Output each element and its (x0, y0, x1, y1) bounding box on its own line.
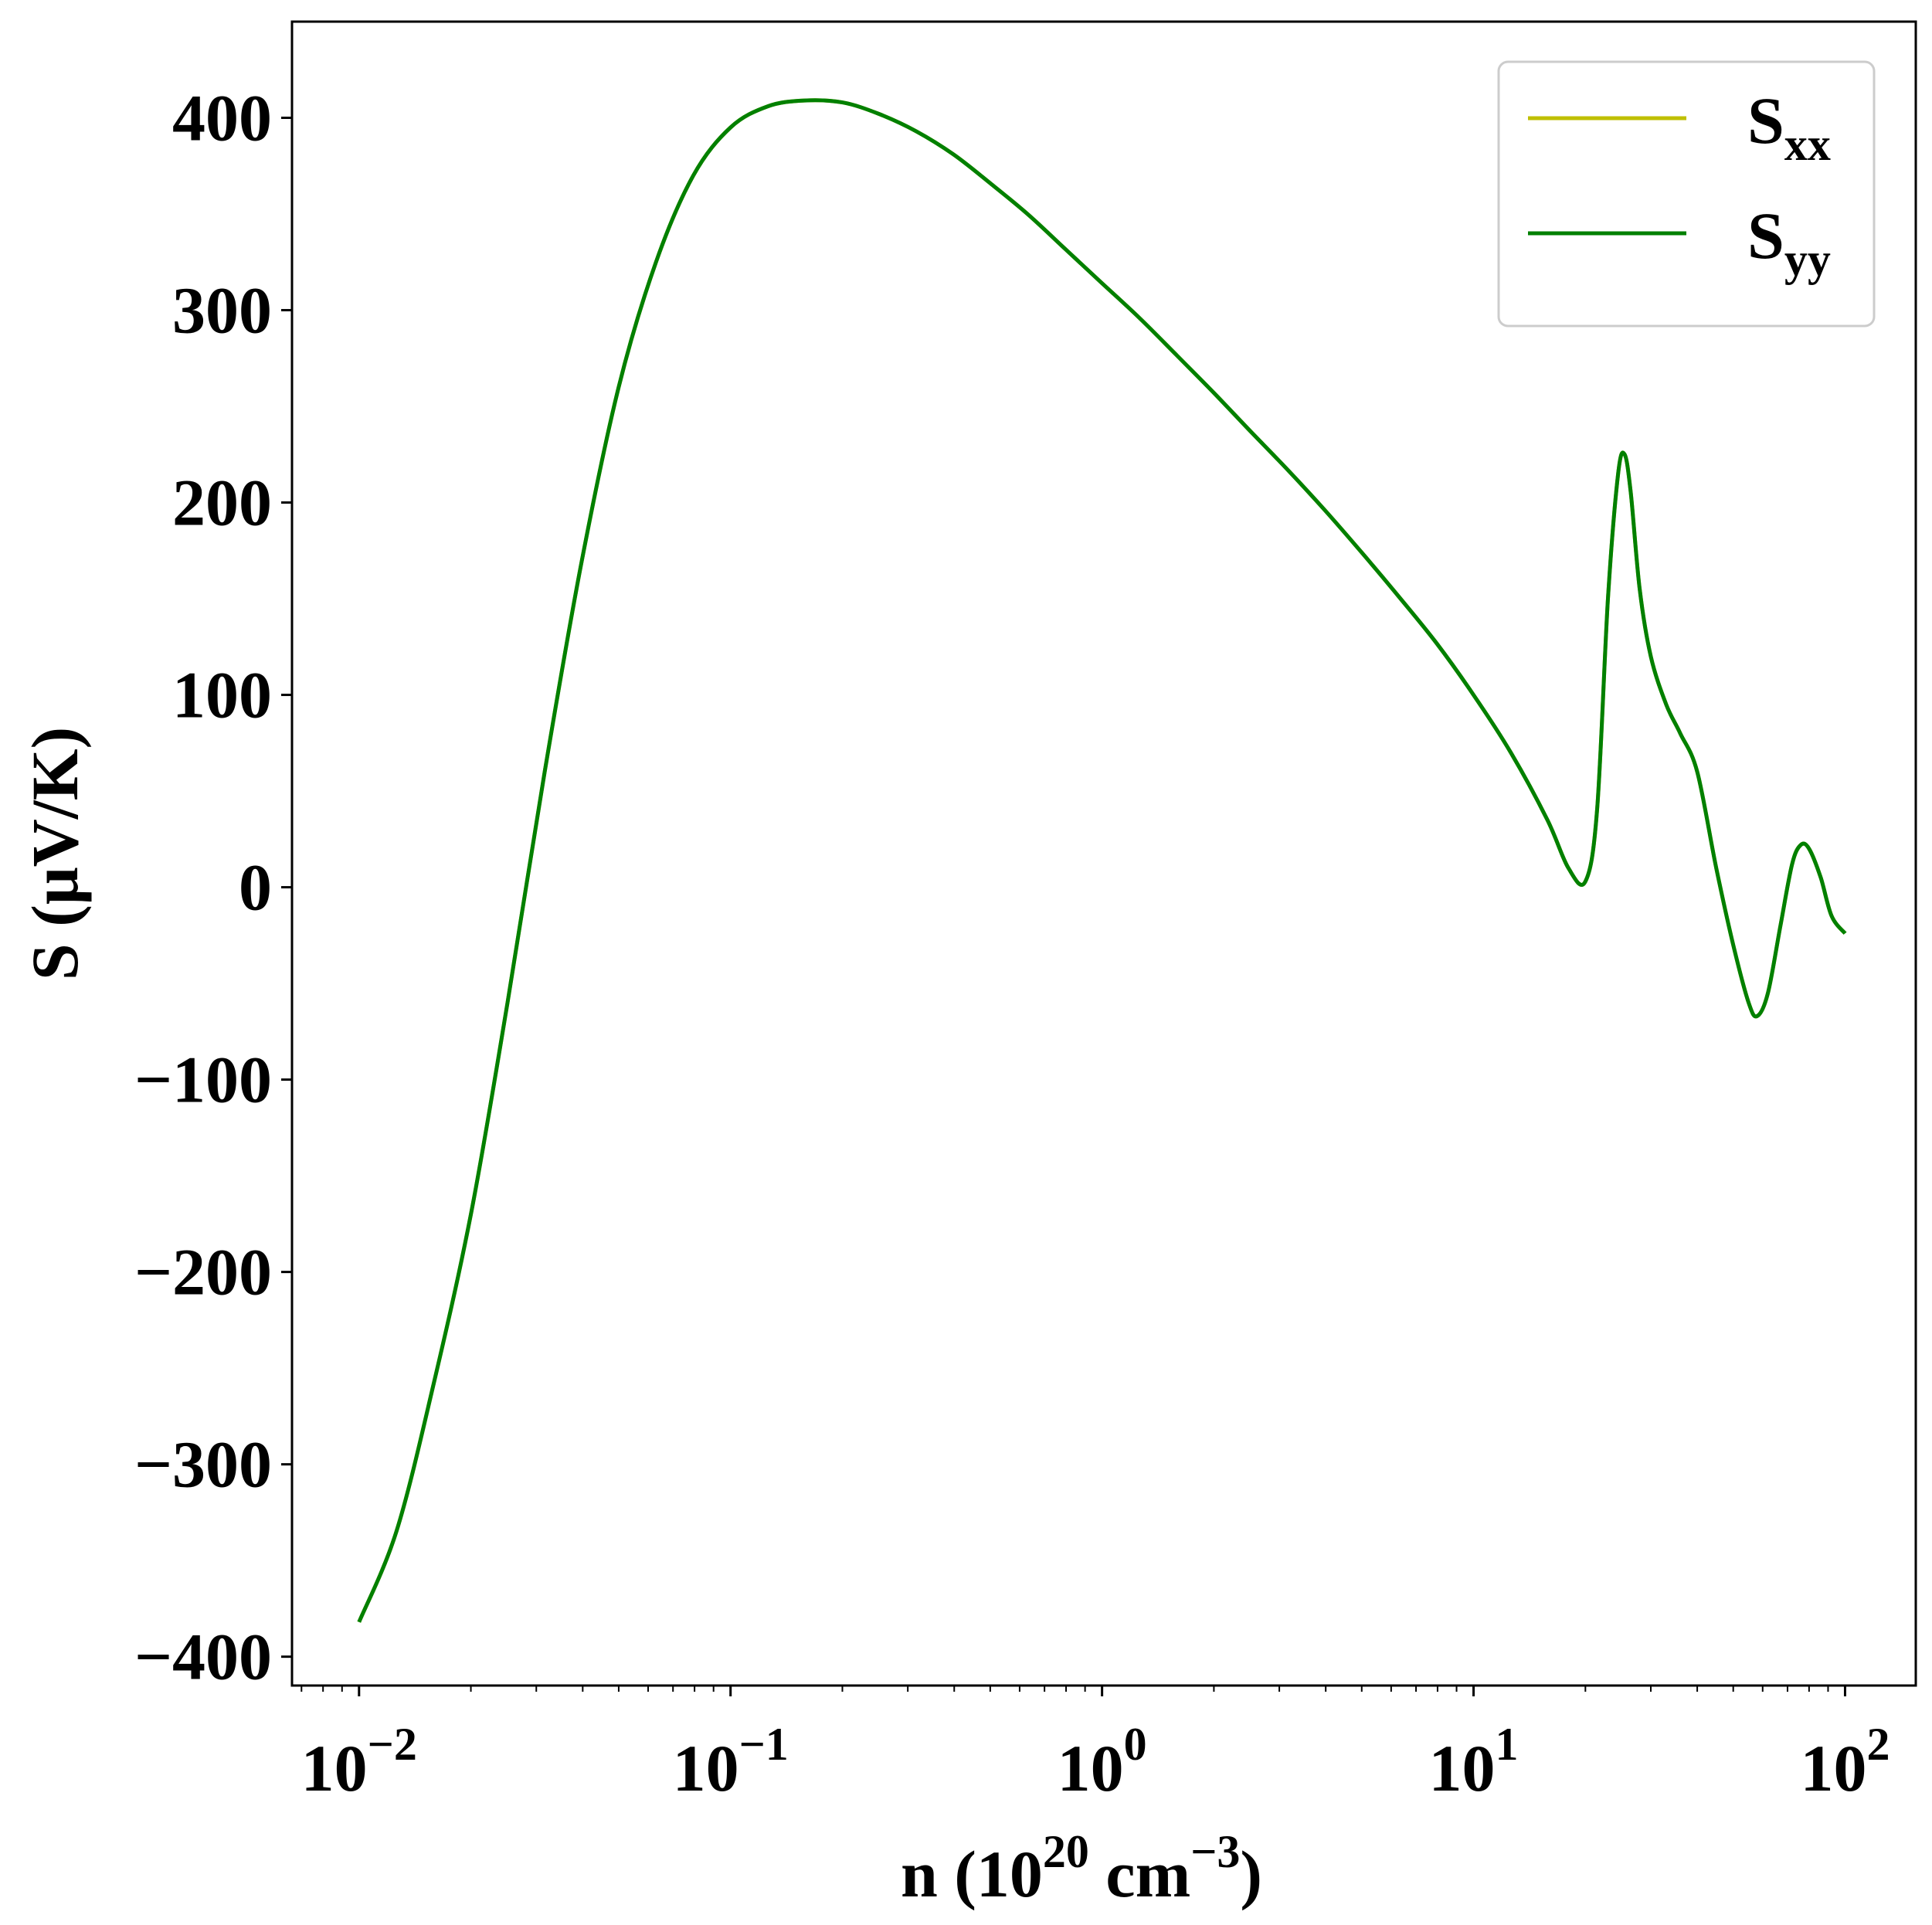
y-tick-label: −300 (134, 1428, 272, 1502)
x-tick-label-base: 10 (1058, 1731, 1124, 1805)
y-tick-label: 300 (172, 273, 272, 348)
legend-label-sxx: Sxx (1747, 83, 1831, 170)
x-tick-label-exponent: 0 (1124, 1719, 1147, 1770)
x-axis-label: n (1020 cm−3) (901, 1826, 1262, 1911)
x-tick-label-exponent: −1 (739, 1719, 789, 1770)
y-tick-label: −100 (134, 1043, 272, 1117)
legend: Sxx Syy (1497, 60, 1876, 328)
x-tick-label: 101 (1429, 1719, 1519, 1805)
y-tick-label: 200 (172, 466, 272, 540)
legend-label-syy-sub: yy (1784, 234, 1831, 285)
legend-label-syy-main: S (1747, 199, 1784, 273)
x-axis-label-sup-1: 20 (1043, 1826, 1089, 1877)
x-tick-label: 10−2 (301, 1719, 417, 1805)
x-axis-ticks: 10−2 10−1 100 101 102 (300, 1686, 1890, 1805)
y-tick-label: −200 (134, 1235, 272, 1309)
x-axis-label-mid: cm (1089, 1837, 1190, 1911)
x-tick-label-exponent: 2 (1866, 1719, 1890, 1770)
y-axis-label: S (μV/K) (18, 727, 92, 980)
y-tick-label: 400 (172, 81, 272, 155)
series-line-sxx (357, 98, 1847, 1623)
x-tick-label-base: 10 (301, 1731, 368, 1805)
y-tick-label: 0 (239, 850, 272, 925)
x-tick-label: 100 (1058, 1719, 1147, 1805)
y-tick-label: −400 (134, 1620, 272, 1694)
plot-frame (290, 20, 1917, 1687)
x-axis-label-sup-2: −3 (1190, 1826, 1240, 1877)
x-axis-label-suffix: ) (1240, 1837, 1262, 1911)
legend-box (1497, 60, 1876, 328)
x-tick-label: 10−1 (673, 1719, 789, 1805)
legend-label-sxx-sub: xx (1784, 119, 1831, 170)
legend-label-syy: Syy (1747, 199, 1831, 285)
x-tick-label-exponent: −2 (368, 1719, 417, 1770)
x-tick-label-exponent: 1 (1496, 1719, 1519, 1770)
series-lines (357, 98, 1847, 1623)
x-axis-label-prefix: n (10 (901, 1837, 1043, 1911)
x-tick-label-base: 10 (673, 1731, 739, 1805)
x-tick-label-base: 10 (1800, 1731, 1866, 1805)
series-line-syy (357, 98, 1847, 1623)
legend-label-sxx-main: S (1747, 83, 1784, 158)
y-axis-ticks: 400 300 200 100 0 −100 −200 −300 −400 (134, 81, 292, 1694)
y-tick-label: 100 (172, 658, 272, 732)
x-tick-label: 102 (1800, 1719, 1890, 1805)
x-tick-label-base: 10 (1429, 1731, 1496, 1805)
